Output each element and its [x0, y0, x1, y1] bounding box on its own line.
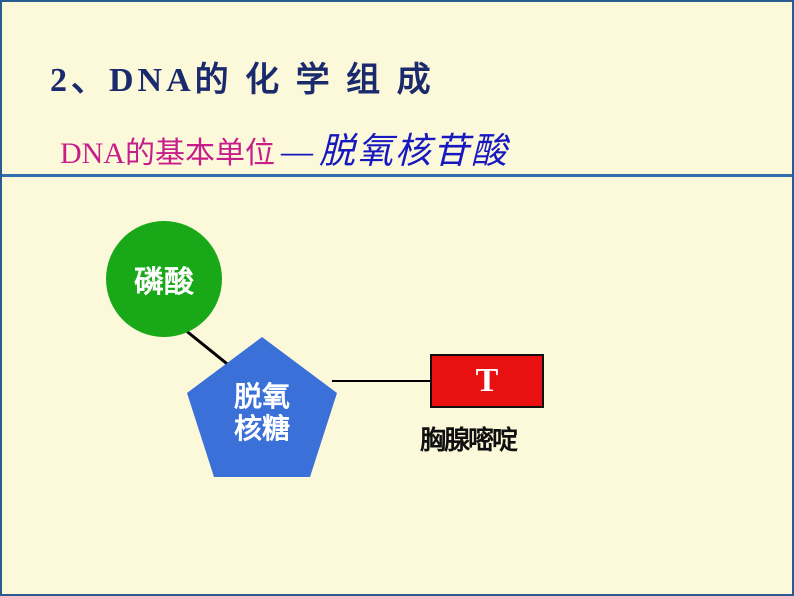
phosphate-node: 磷酸: [106, 221, 222, 337]
subtitle-part-a: DNA的基本单位: [60, 128, 275, 172]
slide: 2、DNA的 化 学 组 成 DNA的基本单位 — 脱氧核苷酸 磷酸 脱氧 核糖…: [0, 0, 794, 596]
base-letter: T: [476, 362, 499, 400]
base-node: T: [430, 354, 544, 408]
base-name-label: 胸腺嘧啶: [420, 420, 516, 457]
slide-title: 2、DNA的 化 学 组 成: [50, 52, 435, 101]
sugar-label-line2: 核糖: [234, 414, 290, 445]
phosphate-label: 磷酸: [134, 257, 194, 301]
divider-line: [2, 174, 792, 177]
subtitle-dash: —: [281, 130, 313, 172]
subtitle-part-c: 脱氧核苷酸: [319, 122, 509, 174]
sugar-label: 脱氧 核糖: [187, 382, 337, 446]
sugar-label-line1: 脱氧: [234, 382, 290, 413]
slide-subtitle: DNA的基本单位 — 脱氧核苷酸: [60, 122, 509, 174]
sugar-node: 脱氧 核糖: [187, 337, 337, 477]
connector-sugar-base: [332, 380, 432, 382]
